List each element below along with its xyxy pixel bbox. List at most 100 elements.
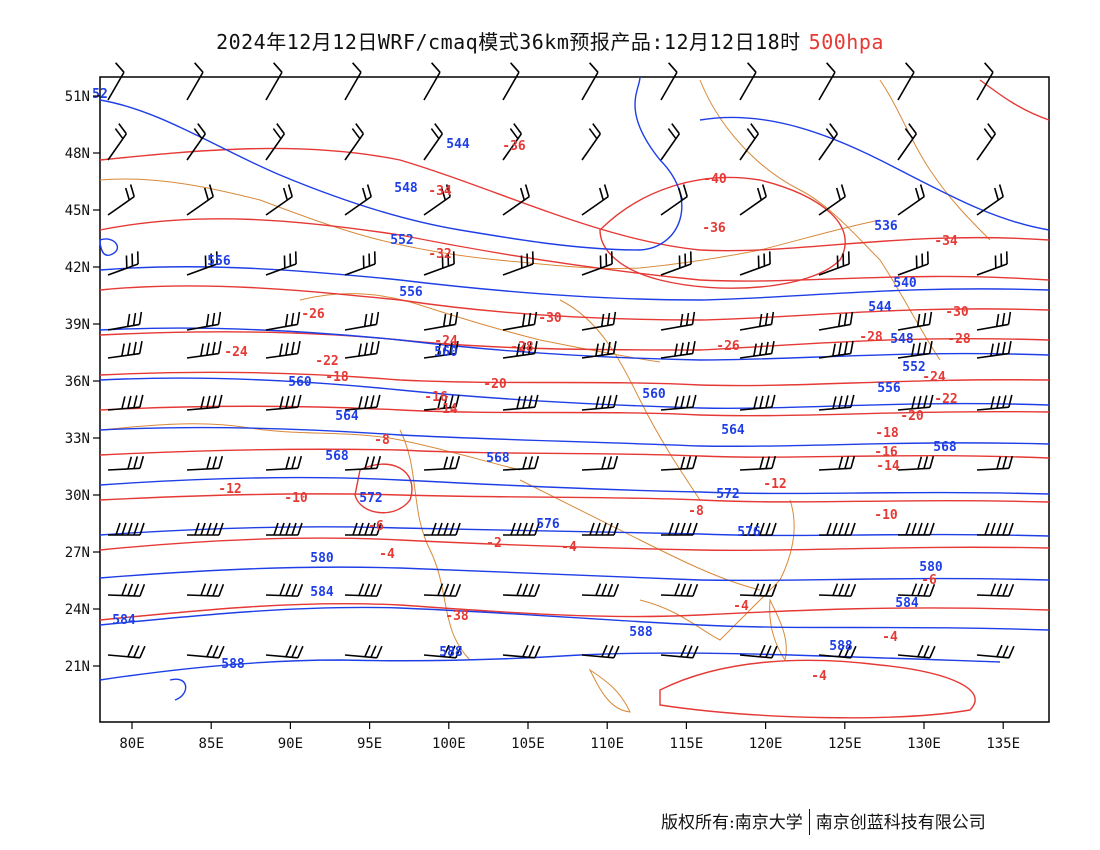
wind-barb	[502, 583, 541, 597]
wind-barb	[502, 644, 541, 659]
lon-axis: 80E 85E 90E 95E 100E 105E 110E 115E 120E 125E 130E…	[119, 722, 1020, 752]
wind-barb	[661, 522, 698, 536]
wind-barb	[660, 455, 698, 471]
wind-barb	[739, 583, 778, 597]
lat-tick-label: 21N	[65, 659, 90, 675]
wind-barb	[265, 251, 297, 276]
wind-barb	[265, 123, 286, 161]
wind-barb	[739, 62, 757, 101]
temperature-contour-label: -30	[945, 305, 969, 320]
wind-barb	[265, 311, 301, 331]
wind-barb	[897, 311, 933, 331]
height-contour-label: 556	[399, 285, 423, 300]
wind-barb	[739, 394, 776, 411]
lat-tick-label: 48N	[65, 146, 90, 162]
wind-barb	[897, 394, 934, 411]
temperature-contour-label: -34	[428, 184, 452, 199]
height-contour-label: 588	[829, 639, 853, 654]
temperature-contour-label: -24	[224, 345, 248, 360]
wind-barb	[344, 251, 376, 276]
height-contour-label: 576	[737, 525, 761, 540]
wind-barb	[502, 394, 539, 411]
temperature-contour-label: -16	[424, 390, 448, 405]
wind-barb	[107, 583, 146, 597]
wind-barb	[897, 251, 929, 276]
temperature-contour-label: -4	[882, 630, 898, 645]
wind-barb	[502, 340, 538, 359]
wind-barb	[739, 123, 760, 161]
wind-barb	[344, 62, 362, 101]
temperature-contour-label: -8	[688, 504, 704, 519]
height-contour-label: 576	[536, 517, 560, 532]
wind-barb	[660, 62, 678, 101]
wind-barb	[897, 455, 935, 471]
wind-barb	[107, 455, 145, 471]
wind-barb	[265, 184, 293, 216]
title-text: 2024年12月12日WRF/cmaq模式36km预报产品:12月12日18时	[216, 30, 801, 54]
lon-tick-label: 110E	[590, 736, 624, 752]
wind-barb	[819, 522, 856, 536]
footer-left: 版权所有:南京大学	[661, 813, 803, 833]
height-contour-label: 572	[359, 491, 382, 506]
copyright-footer: 版权所有:南京大学 南京创蓝科技有限公司	[661, 808, 986, 835]
temperature-contour-label: -12	[218, 482, 241, 497]
lon-tick-label: 85E	[199, 736, 224, 752]
wind-barb	[424, 522, 461, 536]
wind-barb	[660, 251, 692, 276]
wind-barb	[107, 394, 144, 411]
title-level: 500hpa	[808, 30, 884, 54]
wind-barb	[739, 251, 771, 276]
wind-barb	[265, 340, 301, 359]
lat-tick-label: 33N	[65, 431, 90, 447]
wind-barb	[186, 62, 204, 101]
map-frame	[99, 76, 1050, 723]
wind-barb	[107, 311, 143, 331]
temperature-contour-label: -20	[900, 409, 924, 424]
wind-barb	[502, 62, 520, 101]
height-contour-label: 568	[933, 440, 957, 455]
wind-barb	[818, 583, 857, 597]
temperature-contour-label: -34	[934, 234, 958, 249]
wind-barb	[897, 644, 936, 659]
wind-barb	[818, 251, 850, 276]
lat-axis: 51N 48N 45N 42N 39N 36N 33N 30N 27N 24N 21N	[65, 89, 100, 675]
wind-barb	[265, 583, 304, 597]
wind-barb	[344, 340, 380, 359]
wind-barb	[107, 184, 135, 216]
wind-barb	[423, 311, 459, 331]
wind-barb	[582, 522, 619, 536]
wind-barb	[581, 340, 617, 359]
temperature-contour-label: -36	[702, 221, 726, 236]
height-contour-label: 552	[902, 360, 925, 375]
wind-barb	[344, 455, 382, 471]
height-contour-label: 588	[221, 657, 245, 672]
wind-barb	[186, 394, 223, 411]
lon-tick-label: 90E	[278, 736, 303, 752]
wind-barb	[423, 251, 455, 276]
lat-tick-label: 24N	[65, 602, 90, 618]
lon-tick-label: 135E	[986, 736, 1020, 752]
temperature-contour-label: -16	[874, 445, 898, 460]
lat-tick-label: 27N	[65, 545, 90, 561]
wind-barb	[581, 583, 620, 597]
lat-tick-label: 39N	[65, 317, 90, 333]
wind-barb	[502, 251, 534, 276]
wind-barb	[186, 583, 225, 597]
wind-barb	[423, 123, 444, 161]
wind-barb	[265, 62, 283, 101]
height-contour-label: 548	[890, 332, 914, 347]
lon-tick-label: 120E	[749, 736, 783, 752]
height-contour-label: 588	[439, 645, 463, 660]
wind-barb	[107, 644, 146, 659]
wind-barb	[977, 522, 1014, 536]
wind-barb	[976, 62, 994, 101]
wind-barb	[660, 644, 699, 659]
wind-barb	[818, 123, 839, 161]
height-contour-label: 552	[390, 233, 413, 248]
wind-barb	[976, 340, 1012, 359]
height-contour-label: 584	[112, 613, 136, 628]
wind-barb	[344, 311, 380, 331]
temperature-contour-label: -2	[486, 536, 502, 551]
lon-tick-label: 100E	[432, 736, 466, 752]
